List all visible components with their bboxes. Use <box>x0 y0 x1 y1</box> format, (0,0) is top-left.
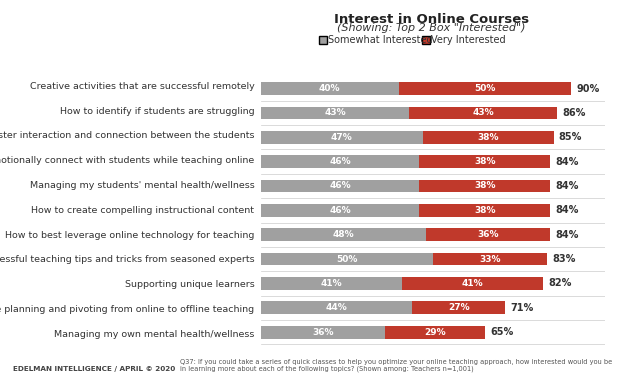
Text: 27%: 27% <box>448 303 469 312</box>
Text: 48%: 48% <box>333 230 354 239</box>
Text: How to best leverage online technology for teaching: How to best leverage online technology f… <box>5 231 254 240</box>
Bar <box>261 277 402 290</box>
Text: 83%: 83% <box>552 254 575 264</box>
Bar <box>261 155 419 168</box>
Text: 50%: 50% <box>474 84 495 93</box>
Text: (Showing: Top 2 Box "Interested"): (Showing: Top 2 Box "Interested") <box>337 23 526 33</box>
Text: 40%: 40% <box>319 84 341 93</box>
Text: Future planning and pivoting from online to offline teaching: Future planning and pivoting from online… <box>0 305 254 314</box>
Text: 82%: 82% <box>549 279 572 288</box>
Bar <box>419 204 550 217</box>
Bar <box>419 155 550 168</box>
Text: 84%: 84% <box>555 230 579 240</box>
Text: 71%: 71% <box>511 303 534 313</box>
Text: Managing my own mental health/wellness: Managing my own mental health/wellness <box>54 330 254 339</box>
Text: 44%: 44% <box>326 303 348 312</box>
Text: Creative activities that are successful remotely: Creative activities that are successful … <box>30 82 254 91</box>
Text: How to identify if students are struggling: How to identify if students are struggli… <box>60 106 254 116</box>
Bar <box>261 180 419 192</box>
Text: 50%: 50% <box>336 255 357 263</box>
Text: 90%: 90% <box>576 83 600 94</box>
Text: 38%: 38% <box>474 206 495 215</box>
Bar <box>261 229 426 241</box>
Text: 84%: 84% <box>555 157 579 167</box>
Bar <box>261 204 419 217</box>
Text: 41%: 41% <box>321 279 342 288</box>
Bar <box>261 106 409 119</box>
Bar <box>402 277 544 290</box>
Text: 86%: 86% <box>562 108 585 118</box>
Text: Successful teaching tips and tricks from seasoned experts: Successful teaching tips and tricks from… <box>0 255 254 265</box>
Bar <box>426 229 550 241</box>
Bar <box>422 131 554 144</box>
Text: How to create compelling instructional content: How to create compelling instructional c… <box>32 206 254 215</box>
Text: 43%: 43% <box>324 108 346 117</box>
Bar <box>433 253 547 265</box>
Bar <box>412 301 506 314</box>
Bar <box>385 326 485 338</box>
Text: 46%: 46% <box>329 157 351 166</box>
Text: 38%: 38% <box>474 182 495 191</box>
Text: 85%: 85% <box>559 132 582 142</box>
Text: 43%: 43% <box>472 108 494 117</box>
Text: 38%: 38% <box>477 133 499 142</box>
Bar <box>409 106 557 119</box>
Text: Q37: If you could take a series of quick classes to help you optimize your onlin: Q37: If you could take a series of quick… <box>180 359 612 372</box>
Bar <box>419 180 550 192</box>
Text: Supporting unique learners: Supporting unique learners <box>125 280 254 289</box>
Text: Very Interested: Very Interested <box>431 35 506 45</box>
Bar <box>261 301 412 314</box>
Bar <box>261 131 422 144</box>
Text: 65%: 65% <box>490 327 513 337</box>
Text: 41%: 41% <box>462 279 484 288</box>
Text: 36%: 36% <box>312 328 334 337</box>
Text: 84%: 84% <box>555 205 579 215</box>
Text: 38%: 38% <box>474 157 495 166</box>
Text: How to foster interaction and connection between the students: How to foster interaction and connection… <box>0 132 254 141</box>
Text: 33%: 33% <box>479 255 500 263</box>
Text: 84%: 84% <box>555 181 579 191</box>
Text: 29%: 29% <box>424 328 446 337</box>
Text: Interest in Online Courses: Interest in Online Courses <box>334 13 529 26</box>
Text: 46%: 46% <box>329 206 351 215</box>
Text: Managing my students' mental health/wellness: Managing my students' mental health/well… <box>30 181 254 190</box>
Bar <box>261 326 385 338</box>
Text: Somewhat Interested: Somewhat Interested <box>328 35 433 45</box>
Bar <box>261 253 433 265</box>
Text: 36%: 36% <box>477 230 499 239</box>
Text: 47%: 47% <box>331 133 353 142</box>
Text: How to emotionally connect with students while teaching online: How to emotionally connect with students… <box>0 156 254 165</box>
Bar <box>399 82 571 95</box>
Text: 46%: 46% <box>329 182 351 191</box>
Bar <box>261 82 399 95</box>
Text: EDELMAN INTELLIGENCE / APRIL © 2020: EDELMAN INTELLIGENCE / APRIL © 2020 <box>13 366 175 372</box>
